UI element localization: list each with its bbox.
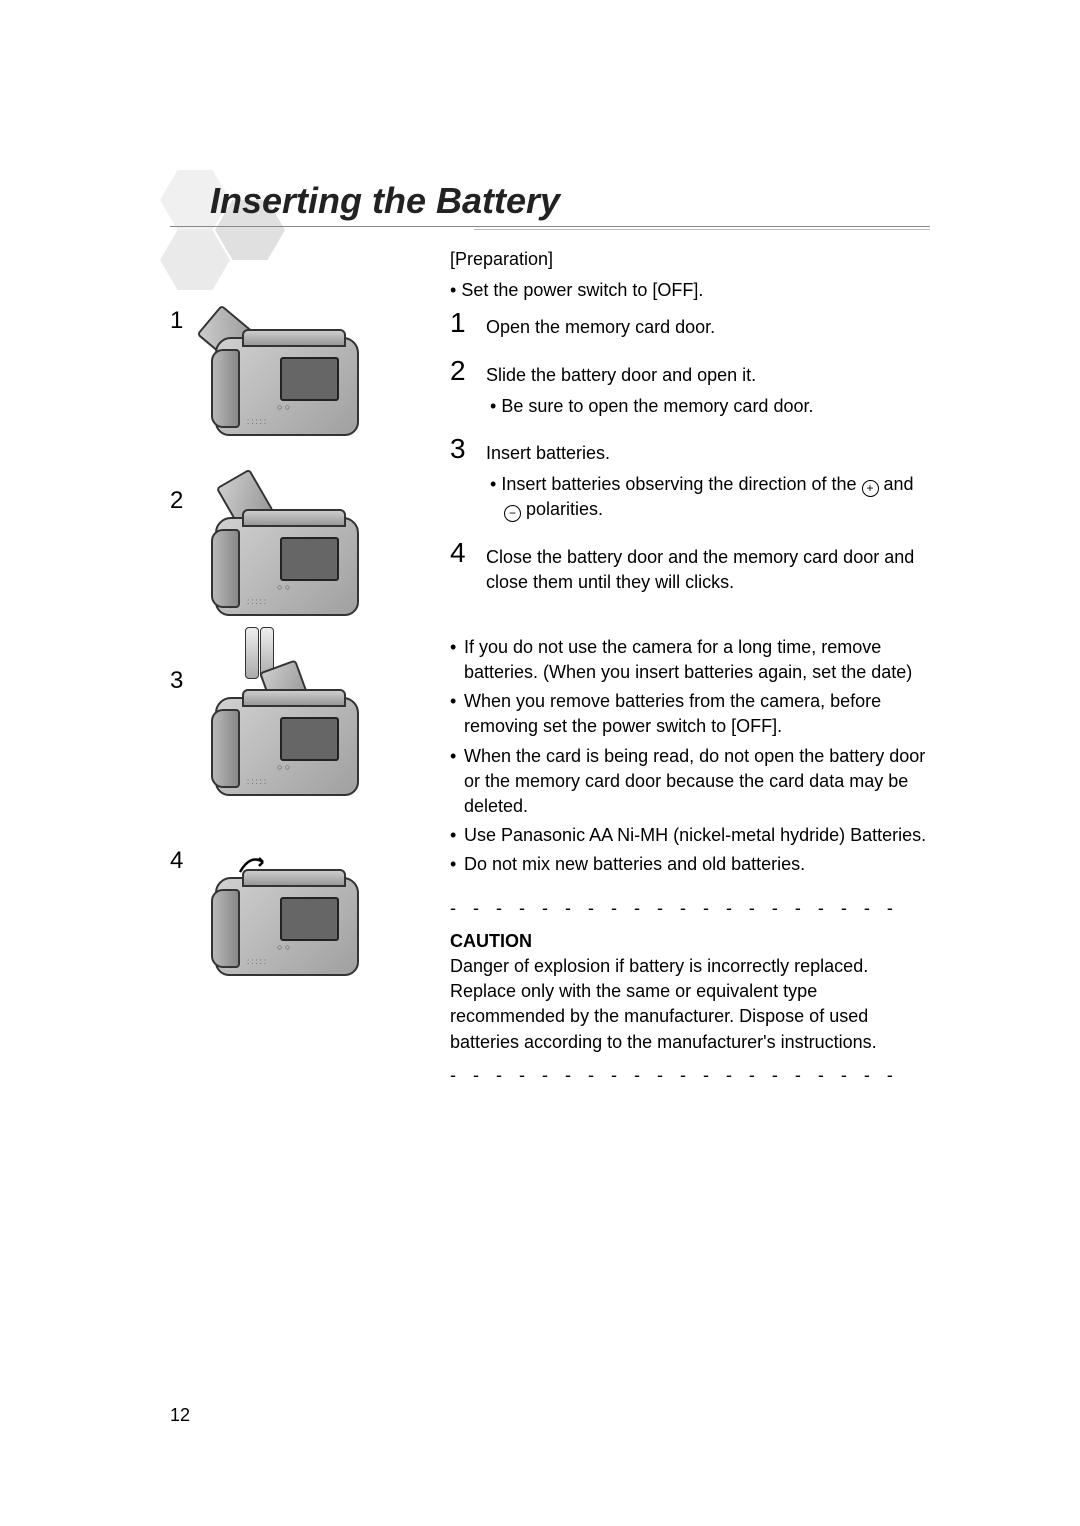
step-sub-bullets: Insert batteries observing the direction… bbox=[486, 472, 930, 522]
note-item: •Use Panasonic AA Ni-MH (nickel-metal hy… bbox=[450, 823, 930, 848]
camera-grip-icon bbox=[211, 529, 240, 608]
caution-heading: CAUTION bbox=[450, 929, 930, 954]
control-dial-icon: ○ ○ bbox=[277, 942, 290, 952]
camera-top-icon bbox=[242, 689, 346, 707]
control-dial-icon: ○ ○ bbox=[277, 762, 290, 772]
camera-body-icon: ::::: ○ ○ bbox=[215, 697, 359, 796]
note-text: When the card is being read, do not open… bbox=[464, 744, 930, 820]
figure-1: 1 ::::: ○ ○ bbox=[170, 297, 430, 447]
camera-body-icon: ::::: ○ ○ bbox=[215, 337, 359, 436]
sub-bullet: Be sure to open the memory card door. bbox=[504, 394, 930, 419]
caution-text: Danger of explosion if battery is incorr… bbox=[450, 954, 930, 1055]
page-number: 12 bbox=[170, 1405, 190, 1426]
camera-illustration: ::::: ○ ○ bbox=[200, 297, 370, 447]
camera-illustration: ::::: ○ ○ bbox=[200, 477, 370, 627]
note-text: If you do not use the camera for a long … bbox=[464, 635, 930, 685]
note-item: •If you do not use the camera for a long… bbox=[450, 635, 930, 685]
notes-list: •If you do not use the camera for a long… bbox=[450, 635, 930, 878]
camera-grip-icon bbox=[211, 349, 240, 428]
figure-3: 3 ↓ ::::: ○ ○ bbox=[170, 657, 430, 807]
control-dial-icon: ○ ○ bbox=[277, 402, 290, 412]
preparation-bullet: • Set the power switch to [OFF]. bbox=[450, 278, 930, 303]
camera-screen-icon bbox=[280, 717, 339, 761]
step-item: 3 Insert batteries. Insert batteries obs… bbox=[450, 435, 930, 523]
step-sub-bullets: Be sure to open the memory card door. bbox=[486, 394, 930, 419]
bullet-icon: • bbox=[450, 744, 464, 820]
step-body: Insert batteries. Insert batteries obser… bbox=[486, 435, 930, 523]
camera-top-icon bbox=[242, 329, 346, 347]
step-text: Open the memory card door. bbox=[486, 309, 930, 340]
control-dial-icon: ○ ○ bbox=[277, 582, 290, 592]
preparation-label: [Preparation] bbox=[450, 247, 930, 272]
dashed-separator: - - - - - - - - - - - - - - - - - - - - bbox=[450, 896, 930, 921]
minus-polarity-icon: − bbox=[504, 505, 521, 522]
step-number: 4 bbox=[450, 539, 486, 595]
figure-number: 3 bbox=[170, 657, 200, 695]
camera-illustration: ::::: ○ ○ bbox=[200, 837, 370, 987]
camera-grip-icon bbox=[211, 709, 240, 788]
speaker-dots-icon: ::::: bbox=[247, 597, 268, 606]
camera-body-icon: ::::: ○ ○ bbox=[215, 877, 359, 976]
step-item: 4 Close the battery door and the memory … bbox=[450, 539, 930, 595]
speaker-dots-icon: ::::: bbox=[247, 957, 268, 966]
figures-column: 1 ::::: ○ ○ 2 bbox=[170, 247, 430, 1096]
page-header: Inserting the Battery bbox=[170, 180, 930, 227]
camera-screen-icon bbox=[280, 537, 339, 581]
bullet-icon: • bbox=[450, 823, 464, 848]
step-text: Slide the battery door and open it. bbox=[486, 365, 756, 385]
step-item: 1 Open the memory card door. bbox=[450, 309, 930, 340]
camera-body-icon: ::::: ○ ○ bbox=[215, 517, 359, 616]
figure-2: 2 ::::: ○ ○ bbox=[170, 477, 430, 627]
figure-number: 4 bbox=[170, 837, 200, 875]
note-text: When you remove batteries from the camer… bbox=[464, 689, 930, 739]
step-number: 1 bbox=[450, 309, 486, 340]
step-number: 3 bbox=[450, 435, 486, 523]
step-text: Close the battery door and the memory ca… bbox=[486, 539, 930, 595]
step-text: Insert batteries. bbox=[486, 443, 610, 463]
bullet-icon: • bbox=[450, 852, 464, 877]
hexagon-icon bbox=[160, 230, 230, 290]
plus-polarity-icon: + bbox=[862, 480, 879, 497]
camera-screen-icon bbox=[280, 897, 339, 941]
title-rule: Inserting the Battery bbox=[170, 180, 930, 227]
battery-icon bbox=[245, 627, 259, 679]
step-item: 2 Slide the battery door and open it. Be… bbox=[450, 357, 930, 419]
page-title: Inserting the Battery bbox=[170, 180, 560, 226]
bullet-icon: • bbox=[450, 635, 464, 685]
step-body: Slide the battery door and open it. Be s… bbox=[486, 357, 930, 419]
camera-grip-icon bbox=[211, 889, 240, 968]
note-item: •When the card is being read, do not ope… bbox=[450, 744, 930, 820]
camera-screen-icon bbox=[280, 357, 339, 401]
dashed-separator: - - - - - - - - - - - - - - - - - - - - bbox=[450, 1063, 930, 1088]
steps-list: 1 Open the memory card door. 2 Slide the… bbox=[450, 309, 930, 595]
manual-page: Inserting the Battery 1 ::::: ○ ○ bbox=[0, 0, 1080, 1526]
sub-bullet: Insert batteries observing the direction… bbox=[504, 472, 930, 522]
content-area: 1 ::::: ○ ○ 2 bbox=[170, 247, 930, 1096]
note-item: •When you remove batteries from the came… bbox=[450, 689, 930, 739]
speaker-dots-icon: ::::: bbox=[247, 417, 268, 426]
speaker-dots-icon: ::::: bbox=[247, 777, 268, 786]
figure-number: 1 bbox=[170, 297, 200, 335]
step-number: 2 bbox=[450, 357, 486, 419]
instructions-column: [Preparation] • Set the power switch to … bbox=[430, 247, 930, 1096]
camera-illustration: ↓ ::::: ○ ○ bbox=[200, 657, 370, 807]
camera-top-icon bbox=[242, 509, 346, 527]
figure-number: 2 bbox=[170, 477, 200, 515]
bullet-icon: • bbox=[450, 689, 464, 739]
note-text: Do not mix new batteries and old batteri… bbox=[464, 852, 805, 877]
preparation-text: Set the power switch to [OFF]. bbox=[461, 280, 703, 300]
figure-4: 4 ::::: ○ ○ bbox=[170, 837, 430, 987]
note-text: Use Panasonic AA Ni-MH (nickel-metal hyd… bbox=[464, 823, 926, 848]
note-item: •Do not mix new batteries and old batter… bbox=[450, 852, 930, 877]
camera-top-icon bbox=[242, 869, 346, 887]
